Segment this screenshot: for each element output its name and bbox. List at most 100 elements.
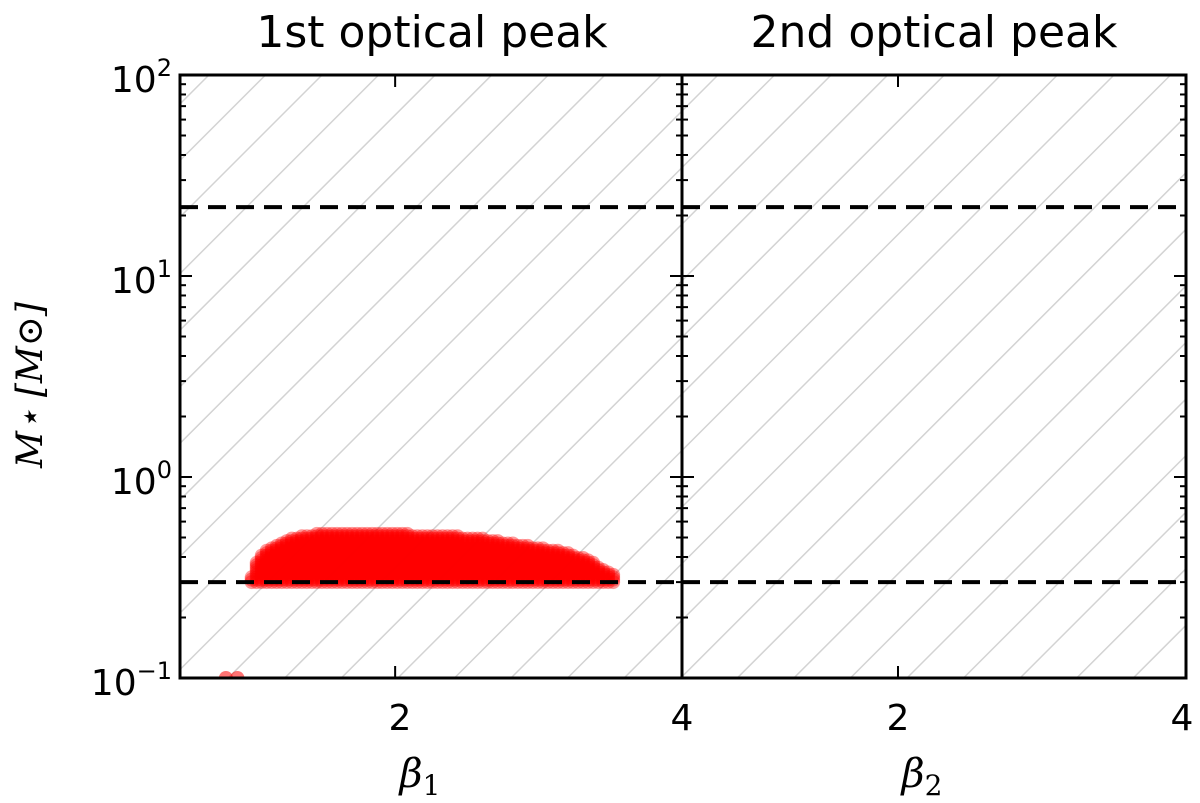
data-point [365,548,380,563]
data-point [390,529,405,544]
data-point [314,558,329,573]
data-point [350,563,365,578]
data-point [565,558,580,573]
data-point [480,567,495,582]
data-point [340,534,355,549]
data-point [264,541,279,556]
data-point [390,543,405,558]
data-point [550,555,565,570]
data-point [440,558,455,573]
data-point [299,546,314,561]
data-point [445,546,460,561]
data-point [340,548,355,563]
data-point [576,550,591,565]
data-point [365,555,380,570]
data-point [385,567,400,582]
data-point [309,529,324,544]
data-point [370,536,385,551]
data-point [330,558,345,573]
data-point [325,534,340,549]
data-point [269,560,284,575]
data-point [400,529,415,544]
data-point [365,538,380,553]
data-point [485,553,500,568]
data-point [560,572,575,587]
hatched-background [180,75,682,678]
data-point [360,548,375,563]
data-point [525,543,540,558]
data-point [460,550,475,565]
data-point [490,560,505,575]
data-point [304,563,319,578]
data-point [485,538,500,553]
data-point [304,529,319,544]
data-point [380,529,395,544]
data-point [380,548,395,563]
data-point [490,543,505,558]
data-point [284,550,299,565]
data-point [360,529,375,544]
data-point [415,531,430,546]
y-tick-label: 102 [111,54,172,101]
data-point [535,543,550,558]
data-point [450,553,465,568]
data-point [475,575,490,590]
data-point [380,534,395,549]
panel-frame [680,73,1188,680]
data-point [405,560,420,575]
data-point [345,548,360,563]
data-point [309,560,324,575]
data-point [470,553,485,568]
data-point [294,543,309,558]
data-point [330,543,345,558]
data-point [370,550,385,565]
hatched-background [682,75,1186,678]
data-point [330,526,345,541]
data-point [309,548,324,563]
data-point [410,536,425,551]
data-point [289,534,304,549]
data-point [375,548,390,563]
y-tick-exponent: 0 [157,456,172,484]
data-point [314,567,329,582]
data-point [380,546,395,561]
data-point [495,558,510,573]
data-point [350,567,365,582]
data-point [390,541,405,556]
data-point [586,558,601,573]
data-point [340,553,355,568]
data-point [495,548,510,563]
data-point [304,553,319,568]
data-point [274,546,289,561]
data-point [254,553,269,568]
data-point [425,541,440,556]
data-point [475,550,490,565]
data-point [284,565,299,580]
data-point [465,531,480,546]
data-point [390,565,405,580]
data-point [325,531,340,546]
data-point [510,546,525,561]
data-point [249,565,264,580]
data-point [535,548,550,563]
data-point [299,563,314,578]
data-point [576,555,591,570]
data-point [530,543,545,558]
data-point [294,529,309,544]
panel-title: 2nd optical peak [751,7,1118,58]
data-point [440,546,455,561]
data-point [284,560,299,575]
data-point [475,543,490,558]
data-point [375,531,390,546]
data-point [440,531,455,546]
data-point [435,538,450,553]
data-point [540,555,555,570]
data-point [365,529,380,544]
data-point [515,538,530,553]
data-point [480,543,495,558]
data-point [330,567,345,582]
data-point [560,560,575,575]
data-point [465,558,480,573]
data-point [325,538,340,553]
data-point [576,558,591,573]
